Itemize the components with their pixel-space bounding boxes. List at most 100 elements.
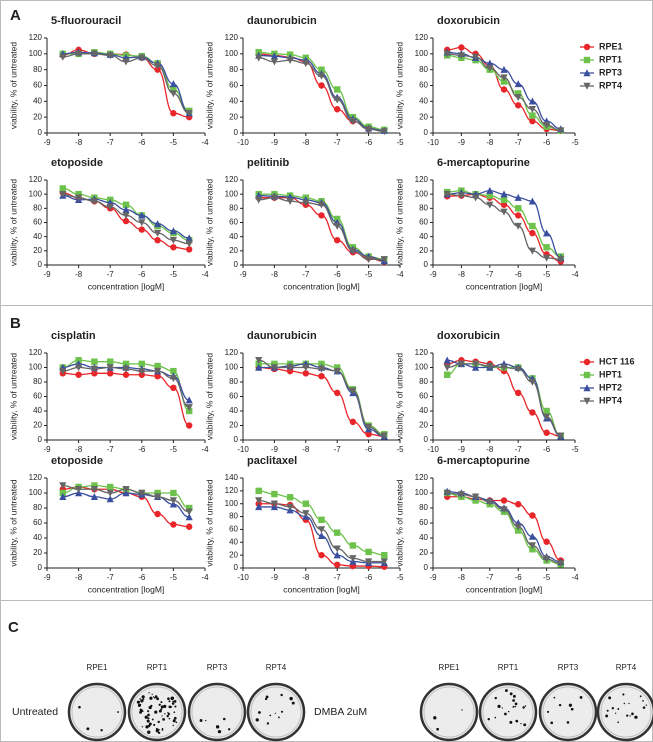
marker xyxy=(170,521,177,528)
x-tick-label: -10 xyxy=(237,445,249,454)
marker xyxy=(334,561,341,568)
marker xyxy=(106,203,114,211)
x-tick-label: -9 xyxy=(458,445,466,454)
colony xyxy=(151,718,154,721)
colony xyxy=(507,710,510,713)
marker xyxy=(457,491,465,499)
x-tick-label: -4 xyxy=(201,138,209,147)
plate-label: RPT3 xyxy=(558,663,579,672)
marker xyxy=(333,367,341,375)
marker xyxy=(270,500,278,508)
x-tick-label: -9 xyxy=(271,138,279,147)
x-tick-label: -4 xyxy=(201,445,209,454)
legend-label: HPT2 xyxy=(599,382,622,392)
colony xyxy=(154,710,158,714)
marker xyxy=(500,208,508,216)
marker xyxy=(154,220,162,228)
y-tick-label: 0 xyxy=(424,128,429,137)
panel-label: A xyxy=(10,7,21,24)
colony xyxy=(144,715,148,719)
marker xyxy=(170,489,177,497)
marker xyxy=(59,482,67,490)
marker xyxy=(255,503,263,511)
y-tick-label: 0 xyxy=(424,260,429,269)
y-axis-label: viability, % of untreated xyxy=(204,479,214,567)
marker xyxy=(500,190,508,198)
panel-label: C xyxy=(8,619,19,636)
x-tick-label: -7 xyxy=(107,270,115,279)
colony xyxy=(148,722,152,726)
marker xyxy=(59,492,67,500)
x-tick-label: -9 xyxy=(429,573,437,582)
marker xyxy=(186,422,193,429)
colony xyxy=(168,700,171,703)
marker xyxy=(185,240,193,248)
chart-title: doxorubicin xyxy=(437,330,500,342)
y-axis-label: viability, % of untreated xyxy=(204,179,214,267)
colony xyxy=(514,702,518,706)
plate-inner xyxy=(423,686,475,738)
marker xyxy=(443,50,451,58)
colony xyxy=(623,702,626,705)
y-tick-label: 40 xyxy=(229,406,238,415)
y-tick-label: 0 xyxy=(424,435,429,444)
legend-marker xyxy=(583,371,591,379)
plate-label: RPT4 xyxy=(616,663,637,672)
colony xyxy=(100,729,103,732)
x-tick-label: -8 xyxy=(75,445,83,454)
colony xyxy=(269,714,272,717)
y-tick-label: 80 xyxy=(229,203,238,212)
y-tick-label: 40 xyxy=(419,406,428,415)
y-tick-label: 80 xyxy=(229,377,238,386)
x-tick-label: -8 xyxy=(75,573,83,582)
x-tick-label: -5 xyxy=(396,138,404,147)
colony xyxy=(174,705,177,708)
colony xyxy=(546,710,550,713)
y-tick-label: 40 xyxy=(419,533,428,542)
y-tick-label: 100 xyxy=(225,49,239,58)
y-tick-label: 100 xyxy=(225,189,239,198)
x-tick-label: -9 xyxy=(43,573,51,582)
legend-marker xyxy=(583,82,591,90)
y-axis-label: viability, % of untreated xyxy=(394,179,404,267)
marker xyxy=(107,483,114,491)
x-tick-label: -8 xyxy=(458,270,466,279)
colony xyxy=(255,718,259,722)
x-tick-label: -9 xyxy=(271,445,279,454)
marker xyxy=(138,226,145,233)
legend-marker xyxy=(583,384,591,392)
colony xyxy=(164,713,166,715)
marker xyxy=(270,364,278,372)
colony xyxy=(139,698,141,700)
plate-inner xyxy=(482,686,534,738)
chart-title: 6-mercaptopurine xyxy=(437,157,530,169)
colony xyxy=(509,720,513,724)
colony xyxy=(622,693,625,696)
marker xyxy=(302,510,310,518)
marker xyxy=(75,364,83,372)
marker xyxy=(185,513,193,521)
x-tick-label: -6 xyxy=(515,270,523,279)
colony xyxy=(524,705,527,707)
y-tick-label: 80 xyxy=(33,203,42,212)
x-axis-label: concentration [logM] xyxy=(283,584,360,594)
y-tick-label: 100 xyxy=(29,49,43,58)
colony xyxy=(173,716,177,720)
marker xyxy=(543,407,550,415)
marker xyxy=(515,102,522,109)
y-tick-label: 0 xyxy=(234,563,239,572)
marker xyxy=(91,482,98,489)
marker xyxy=(170,86,177,93)
legend-label: HPT4 xyxy=(599,395,622,405)
x-tick-label: -7 xyxy=(515,138,523,147)
chart-title: doxorubicin xyxy=(437,15,500,27)
marker xyxy=(255,497,263,505)
y-tick-label: 80 xyxy=(419,503,428,512)
x-tick-label: -8 xyxy=(302,138,310,147)
marker xyxy=(333,222,341,230)
marker xyxy=(302,60,310,68)
colony xyxy=(199,718,203,722)
x-tick-label: -7 xyxy=(486,270,494,279)
colony xyxy=(264,697,268,701)
marker xyxy=(514,222,522,230)
